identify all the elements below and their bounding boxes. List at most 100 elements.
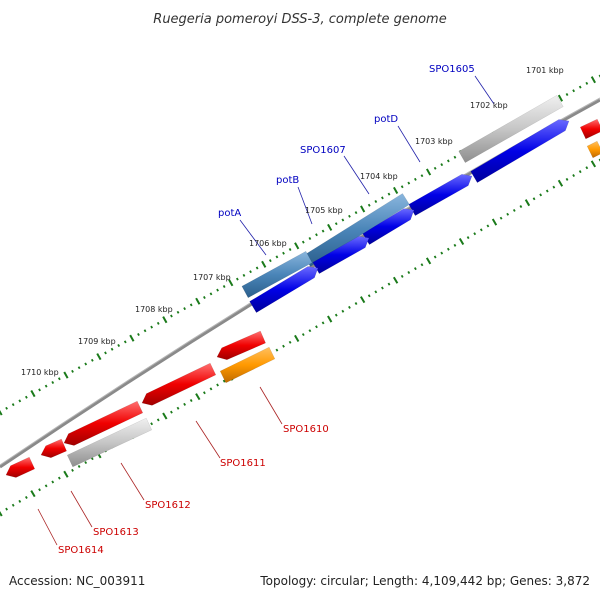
gene-potD[interactable] xyxy=(470,119,570,183)
minor-tick xyxy=(71,468,74,472)
major-tick xyxy=(195,297,201,305)
gene-SPO1607[interactable] xyxy=(408,174,473,216)
gene-SPO1614[interactable] xyxy=(5,456,36,478)
gene-SPO1612[interactable] xyxy=(66,417,153,468)
gene-potA[interactable] xyxy=(241,250,313,299)
minor-tick xyxy=(84,461,88,465)
minor-tick xyxy=(150,325,154,329)
gene-label-SPO1613[interactable]: SPO1613 xyxy=(93,527,139,538)
major-tick xyxy=(360,205,366,213)
minor-tick xyxy=(414,267,417,271)
major-tick xyxy=(425,168,432,176)
gene-label-SPO1610[interactable]: SPO1610 xyxy=(283,424,329,435)
gene-SPO1610[interactable] xyxy=(219,346,276,384)
minor-tick xyxy=(183,402,186,406)
tick-label: 1707 kbp xyxy=(193,273,231,282)
minor-tick xyxy=(5,406,8,410)
minor-tick xyxy=(374,200,378,204)
minor-tick xyxy=(301,240,305,244)
minor-tick xyxy=(18,399,22,403)
minor-tick xyxy=(11,503,15,507)
minor-tick xyxy=(90,358,94,362)
gene-label-SPO1605[interactable]: SPO1605 xyxy=(429,64,475,75)
minor-tick xyxy=(216,383,219,387)
label-leader-line xyxy=(259,386,283,425)
tick-label: 1709 kbp xyxy=(78,337,116,346)
minor-tick xyxy=(38,388,41,392)
minor-tick xyxy=(308,236,312,240)
minor-tick xyxy=(486,224,490,228)
minor-tick xyxy=(440,251,444,255)
minor-tick xyxy=(156,418,160,422)
gene-SPO1605[interactable] xyxy=(458,95,564,163)
minor-tick xyxy=(354,211,358,215)
minor-tick xyxy=(572,89,575,93)
map-title: Ruegeria pomeroyi DSS-3, complete genome xyxy=(153,12,446,27)
minor-tick xyxy=(348,214,351,218)
gene-potB[interactable] xyxy=(362,208,415,245)
gene-SPO1612-partner[interactable] xyxy=(63,400,144,446)
minor-tick xyxy=(519,205,523,209)
minor-tick xyxy=(268,259,272,263)
minor-tick xyxy=(25,395,28,399)
label-leader-line xyxy=(239,219,267,256)
major-tick xyxy=(524,199,531,207)
minor-tick xyxy=(143,329,147,333)
major-tick xyxy=(557,94,564,102)
major-tick xyxy=(590,76,596,84)
minor-tick xyxy=(11,403,15,407)
tick-label: 1710 kbp xyxy=(21,368,59,377)
minor-tick xyxy=(420,174,424,178)
minor-tick xyxy=(90,457,94,461)
minor-tick xyxy=(288,248,292,252)
minor-tick xyxy=(51,380,55,384)
minor-tick xyxy=(104,351,107,355)
minor-tick xyxy=(110,347,114,351)
minor-tick xyxy=(578,170,582,174)
gene-label-SPO1612[interactable]: SPO1612 xyxy=(145,500,191,511)
minor-tick xyxy=(315,325,318,329)
gene-SPO1613[interactable] xyxy=(40,438,67,459)
major-tick xyxy=(129,334,135,342)
minor-tick xyxy=(156,321,160,325)
minor-tick xyxy=(117,344,121,348)
label-layer: 1701 kbp 1702 kbp 1703 kbp 1704 kbp 1705 kbp… xyxy=(21,64,564,556)
minor-tick xyxy=(407,181,411,185)
gene-label-SPO1607[interactable]: SPO1607 xyxy=(300,145,346,156)
minor-tick xyxy=(506,212,510,216)
minor-tick xyxy=(446,159,450,163)
major-tick xyxy=(425,257,432,265)
gene-SPO1610-partner[interactable] xyxy=(216,330,266,361)
minor-tick xyxy=(315,233,318,237)
minor-tick xyxy=(321,321,325,325)
gene-label-SPO1611[interactable]: SPO1611 xyxy=(220,458,266,469)
gene-label-potD[interactable]: potD xyxy=(374,114,398,125)
minor-tick xyxy=(367,203,371,207)
gene-edge-reverse[interactable] xyxy=(579,118,600,140)
minor-tick xyxy=(51,480,55,484)
gene-forward[interactable] xyxy=(249,266,319,313)
gene-label-potA[interactable]: potA xyxy=(218,208,241,219)
gene-edge-special[interactable] xyxy=(586,140,600,159)
label-leader-line xyxy=(120,462,145,501)
tick-label: 1705 kbp xyxy=(305,206,343,215)
genome-summary-text: Topology: circular; Length: 4,109,442 bp… xyxy=(260,574,590,588)
minor-tick xyxy=(77,366,81,370)
major-tick xyxy=(228,279,234,287)
minor-tick xyxy=(552,185,556,189)
label-leader-line xyxy=(70,490,93,528)
gene-forward[interactable] xyxy=(312,236,370,274)
gene-label-potB[interactable]: potB xyxy=(276,175,299,186)
minor-tick xyxy=(499,216,503,220)
gene-label-SPO1614[interactable]: SPO1614 xyxy=(58,545,104,556)
minor-tick xyxy=(38,488,41,492)
major-tick xyxy=(392,276,399,284)
minor-tick xyxy=(275,348,279,352)
gene-SPO1611[interactable] xyxy=(141,362,217,406)
minor-tick xyxy=(275,255,279,259)
label-leader-line xyxy=(397,125,421,163)
minor-tick xyxy=(414,177,417,181)
major-tick xyxy=(294,334,300,342)
minor-tick xyxy=(565,177,569,181)
major-tick xyxy=(360,296,366,304)
